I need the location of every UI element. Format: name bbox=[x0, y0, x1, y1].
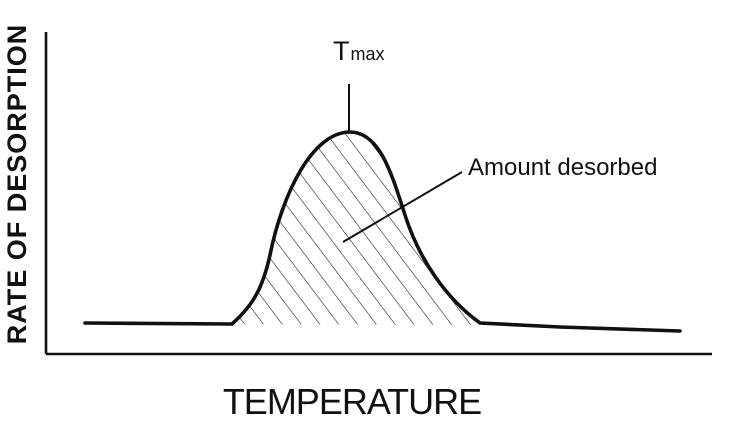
tmax-label-subscript: max bbox=[351, 44, 385, 64]
y-axis-label: RATE OF DESORPTION bbox=[2, 24, 32, 345]
annotation-leader-line bbox=[342, 171, 463, 243]
amount-desorbed-label: Amount desorbed bbox=[468, 154, 657, 181]
x-axis-label: TEMPERATURE bbox=[223, 381, 481, 422]
tmax-label-main: T bbox=[333, 36, 350, 66]
amount-desorbed-area bbox=[232, 132, 480, 325]
tmax-label: Tmax bbox=[333, 36, 385, 66]
desorption-curve bbox=[83, 130, 682, 333]
